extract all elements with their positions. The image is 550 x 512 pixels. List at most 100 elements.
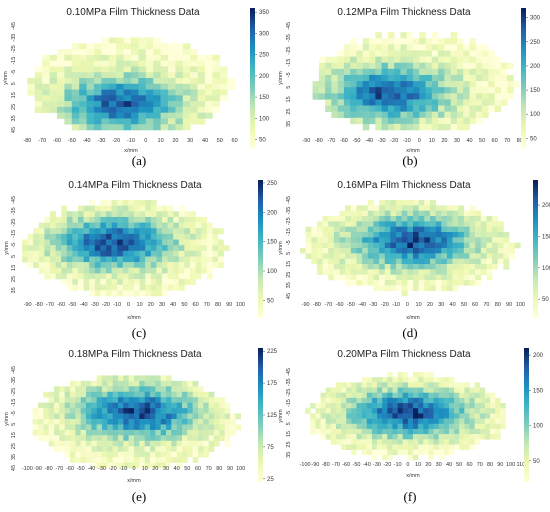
heatmap-cell — [128, 457, 135, 463]
heatmap-cell — [346, 403, 352, 409]
heatmap-cell — [182, 397, 188, 403]
heatmap-cell — [350, 258, 357, 265]
heatmap-cell — [42, 54, 50, 61]
heatmap-cell — [94, 279, 101, 286]
heatmap-cell — [312, 87, 320, 94]
heatmap-cell — [190, 216, 196, 223]
heatmap-cell — [118, 419, 124, 425]
heatmap-cell — [123, 89, 132, 96]
heatmap-cell — [91, 413, 97, 420]
heatmap-cell — [407, 248, 414, 254]
heatmap-cell — [320, 423, 326, 430]
heatmap-cell — [387, 382, 393, 388]
heatmap-cell — [351, 397, 357, 404]
heatmap-cell — [96, 446, 103, 452]
heatmap-cell — [444, 56, 451, 64]
heatmap-cell — [469, 99, 477, 106]
heatmap-cell — [379, 280, 386, 286]
heatmap-cell — [78, 245, 84, 252]
heatmap-cell — [89, 211, 96, 218]
heatmap-cell — [50, 262, 56, 269]
heatmap-cell — [366, 413, 373, 419]
heatmap-cell — [419, 68, 426, 76]
x-tick-label: 60 — [472, 302, 478, 308]
heatmap-cell — [443, 387, 450, 394]
heatmap-cell — [343, 87, 351, 94]
y-tick-label: -45 — [11, 366, 17, 374]
heatmap-cell — [91, 386, 97, 393]
heatmap-cell — [190, 211, 196, 218]
heatmap-cell — [371, 408, 378, 414]
heatmap-cell — [54, 446, 60, 452]
heatmap-cell — [394, 38, 401, 45]
heatmap-cell — [392, 403, 398, 409]
heatmap-cell — [101, 112, 110, 119]
heatmap-cell — [431, 81, 439, 88]
heatmap-cell — [335, 392, 342, 399]
heatmap-cell — [356, 226, 363, 233]
heatmap-cell — [356, 269, 363, 275]
heatmap-cell — [371, 428, 378, 435]
heatmap-cell — [86, 43, 95, 50]
heatmap-cell — [316, 253, 323, 259]
heatmap-cell — [116, 124, 124, 131]
heatmap-cell — [150, 279, 157, 286]
heatmap-cell — [423, 387, 429, 394]
heatmap-cell — [48, 413, 55, 420]
heatmap-cell — [456, 87, 464, 94]
heatmap-cell — [83, 284, 90, 291]
heatmap-cell — [96, 451, 103, 458]
heatmap-cell — [79, 112, 87, 119]
heatmap-cell — [71, 112, 80, 119]
heatmap-cell — [459, 434, 465, 440]
heatmap-cell — [94, 78, 102, 85]
heatmap-cell — [94, 211, 101, 218]
heatmap-cell — [176, 462, 183, 469]
heatmap-cell — [469, 87, 477, 94]
heatmap-cell — [367, 221, 374, 227]
heatmap-cell — [438, 439, 445, 445]
heatmap-cell — [134, 375, 140, 382]
heatmap-cell — [192, 446, 199, 452]
heatmap-cell — [423, 444, 429, 450]
heatmap-cell — [425, 68, 433, 76]
heatmap-cell — [86, 95, 95, 102]
heatmap-cell — [160, 101, 169, 108]
heatmap-cell — [475, 68, 483, 76]
heatmap-cell — [187, 435, 193, 442]
heatmap-cell — [182, 83, 191, 90]
heatmap-cell — [407, 434, 414, 440]
heatmap-cell — [118, 429, 124, 436]
heatmap-cell — [150, 451, 156, 458]
heatmap-cell — [387, 428, 393, 435]
heatmap-cell — [500, 413, 506, 419]
heatmap-cell — [86, 89, 95, 96]
heatmap-cell — [350, 105, 357, 112]
heatmap-cell — [212, 228, 219, 235]
heatmap-cell — [173, 273, 180, 280]
heatmap-panel-3: 0.14MPa Film Thickness Data-90 -80 -70 -60-… — [4, 180, 278, 340]
heatmap-cell — [423, 423, 429, 430]
heatmap-cell — [156, 256, 163, 263]
heatmap-cell — [139, 435, 145, 442]
heatmap-cell — [397, 439, 404, 445]
heatmap-cell — [118, 386, 124, 393]
heatmap-cell — [89, 245, 96, 252]
heatmap-cell — [418, 434, 424, 440]
heatmap-cell — [208, 424, 215, 431]
y-tick-label: -45 — [286, 22, 292, 30]
heatmap-cell — [419, 38, 426, 45]
heatmap-cell — [145, 106, 154, 113]
heatmap-cell — [458, 210, 465, 217]
heatmap-cell — [469, 397, 475, 404]
heatmap-cell — [123, 49, 132, 56]
heatmap-cell — [75, 435, 81, 442]
heatmap-cell — [89, 205, 96, 212]
heatmap-cell — [443, 382, 450, 388]
heatmap-cell — [122, 228, 129, 235]
x-tick-label: 0 — [406, 462, 409, 468]
heatmap-cell — [407, 280, 414, 286]
heatmap-cell — [128, 419, 135, 425]
heatmap-cell — [75, 402, 81, 409]
heatmap-cell — [322, 264, 329, 270]
